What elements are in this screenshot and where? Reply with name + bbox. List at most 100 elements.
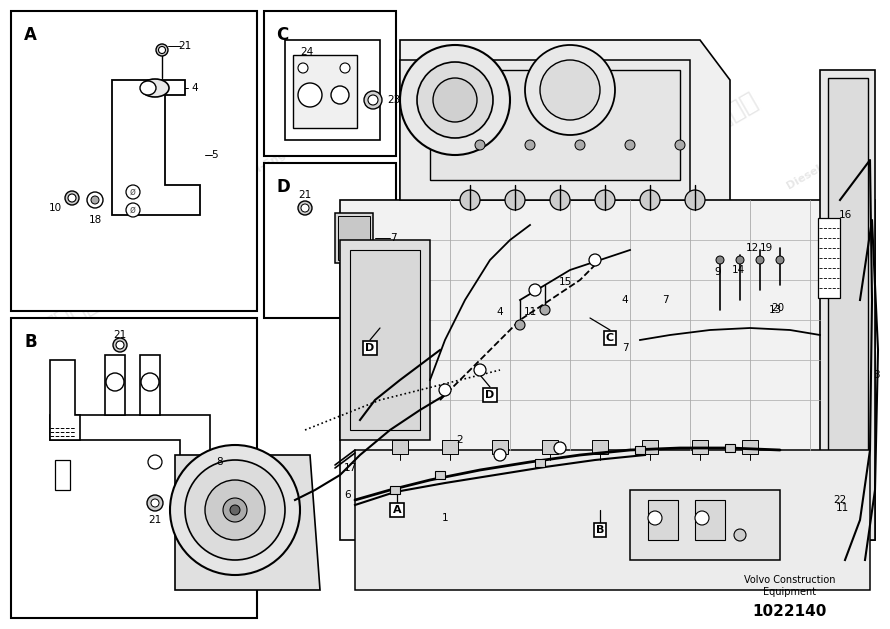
Polygon shape (340, 240, 430, 440)
Polygon shape (400, 40, 730, 260)
Circle shape (648, 511, 662, 525)
Text: D: D (276, 178, 290, 196)
Text: 8: 8 (216, 457, 223, 467)
Bar (742, 440, 758, 454)
Circle shape (400, 45, 510, 155)
Text: 19: 19 (759, 243, 773, 253)
Circle shape (595, 190, 615, 210)
Circle shape (68, 194, 76, 202)
Bar (285, 40, 380, 140)
Text: 14: 14 (732, 265, 745, 275)
Polygon shape (400, 60, 690, 200)
Polygon shape (55, 460, 70, 490)
Text: 紫发动力: 紫发动力 (128, 88, 192, 138)
Text: Diesel-Engines: Diesel-Engines (714, 338, 799, 392)
Text: 紫发动力: 紫发动力 (457, 88, 522, 138)
Text: 13: 13 (768, 305, 781, 315)
Text: 7: 7 (622, 343, 628, 353)
Bar (264, 163, 396, 318)
Bar (492, 440, 508, 454)
Polygon shape (112, 80, 200, 215)
Bar (592, 440, 608, 454)
Text: D: D (485, 390, 495, 400)
Circle shape (331, 86, 349, 104)
Circle shape (151, 499, 159, 507)
Circle shape (298, 63, 308, 73)
Polygon shape (430, 70, 680, 180)
Text: 4: 4 (191, 83, 198, 93)
Bar (725, 444, 735, 452)
Circle shape (695, 511, 709, 525)
Text: 24: 24 (301, 47, 313, 57)
Circle shape (106, 373, 124, 391)
Circle shape (756, 256, 764, 264)
Circle shape (301, 204, 309, 212)
Text: 紫发动力: 紫发动力 (39, 289, 103, 340)
Circle shape (736, 256, 744, 264)
Circle shape (141, 373, 159, 391)
Circle shape (525, 45, 615, 135)
Circle shape (185, 460, 285, 560)
Circle shape (156, 44, 168, 56)
Circle shape (776, 256, 784, 264)
Circle shape (734, 529, 746, 541)
Circle shape (475, 140, 485, 150)
Text: 紫发动力: 紫发动力 (457, 478, 522, 528)
Text: Diesel-Engines: Diesel-Engines (785, 539, 870, 593)
Text: Diesel-Engines: Diesel-Engines (785, 136, 870, 191)
Text: 5: 5 (212, 150, 218, 160)
Bar (392, 440, 408, 454)
Text: 12: 12 (746, 243, 758, 253)
Bar (542, 440, 558, 454)
Text: 21: 21 (113, 330, 126, 340)
Text: 紫发动力: 紫发动力 (698, 88, 762, 138)
Bar (11, 11, 257, 311)
Circle shape (126, 185, 140, 199)
Bar (442, 440, 458, 454)
Text: 20: 20 (772, 303, 785, 313)
Text: Diesel-Engines: Diesel-Engines (224, 136, 310, 191)
Bar (648, 500, 678, 540)
Circle shape (716, 256, 724, 264)
Text: 21: 21 (178, 41, 191, 51)
Circle shape (525, 140, 535, 150)
Circle shape (116, 341, 124, 349)
Circle shape (223, 498, 247, 522)
Text: 11: 11 (836, 503, 849, 513)
Bar (338, 216, 370, 260)
Circle shape (298, 201, 312, 215)
Text: 10: 10 (48, 203, 61, 213)
Polygon shape (140, 355, 160, 415)
Circle shape (126, 203, 140, 217)
Polygon shape (340, 200, 875, 540)
Circle shape (675, 140, 685, 150)
Bar (818, 218, 840, 298)
Text: Equipment: Equipment (764, 587, 816, 597)
Polygon shape (50, 360, 80, 440)
Polygon shape (828, 78, 868, 530)
Text: 紫发动力: 紫发动力 (342, 289, 406, 340)
Text: B: B (24, 333, 36, 351)
Text: Diesel-Engines: Diesel-Engines (554, 136, 639, 191)
Text: 21: 21 (298, 190, 312, 200)
Text: 22: 22 (833, 495, 846, 505)
Text: 23: 23 (387, 95, 400, 105)
Circle shape (113, 338, 127, 352)
Circle shape (65, 191, 79, 205)
Bar (11, 318, 257, 618)
Text: C: C (606, 333, 614, 343)
Circle shape (439, 384, 451, 396)
Polygon shape (355, 450, 870, 590)
Text: 21: 21 (149, 515, 162, 525)
Text: 18: 18 (88, 215, 101, 225)
Text: ø: ø (130, 187, 136, 197)
Bar (642, 440, 658, 454)
Circle shape (589, 254, 601, 266)
Bar (535, 459, 545, 467)
Circle shape (575, 140, 585, 150)
Text: 1: 1 (441, 513, 449, 523)
Text: 11: 11 (523, 307, 537, 317)
Circle shape (368, 95, 378, 105)
Polygon shape (630, 490, 780, 560)
Circle shape (505, 190, 525, 210)
